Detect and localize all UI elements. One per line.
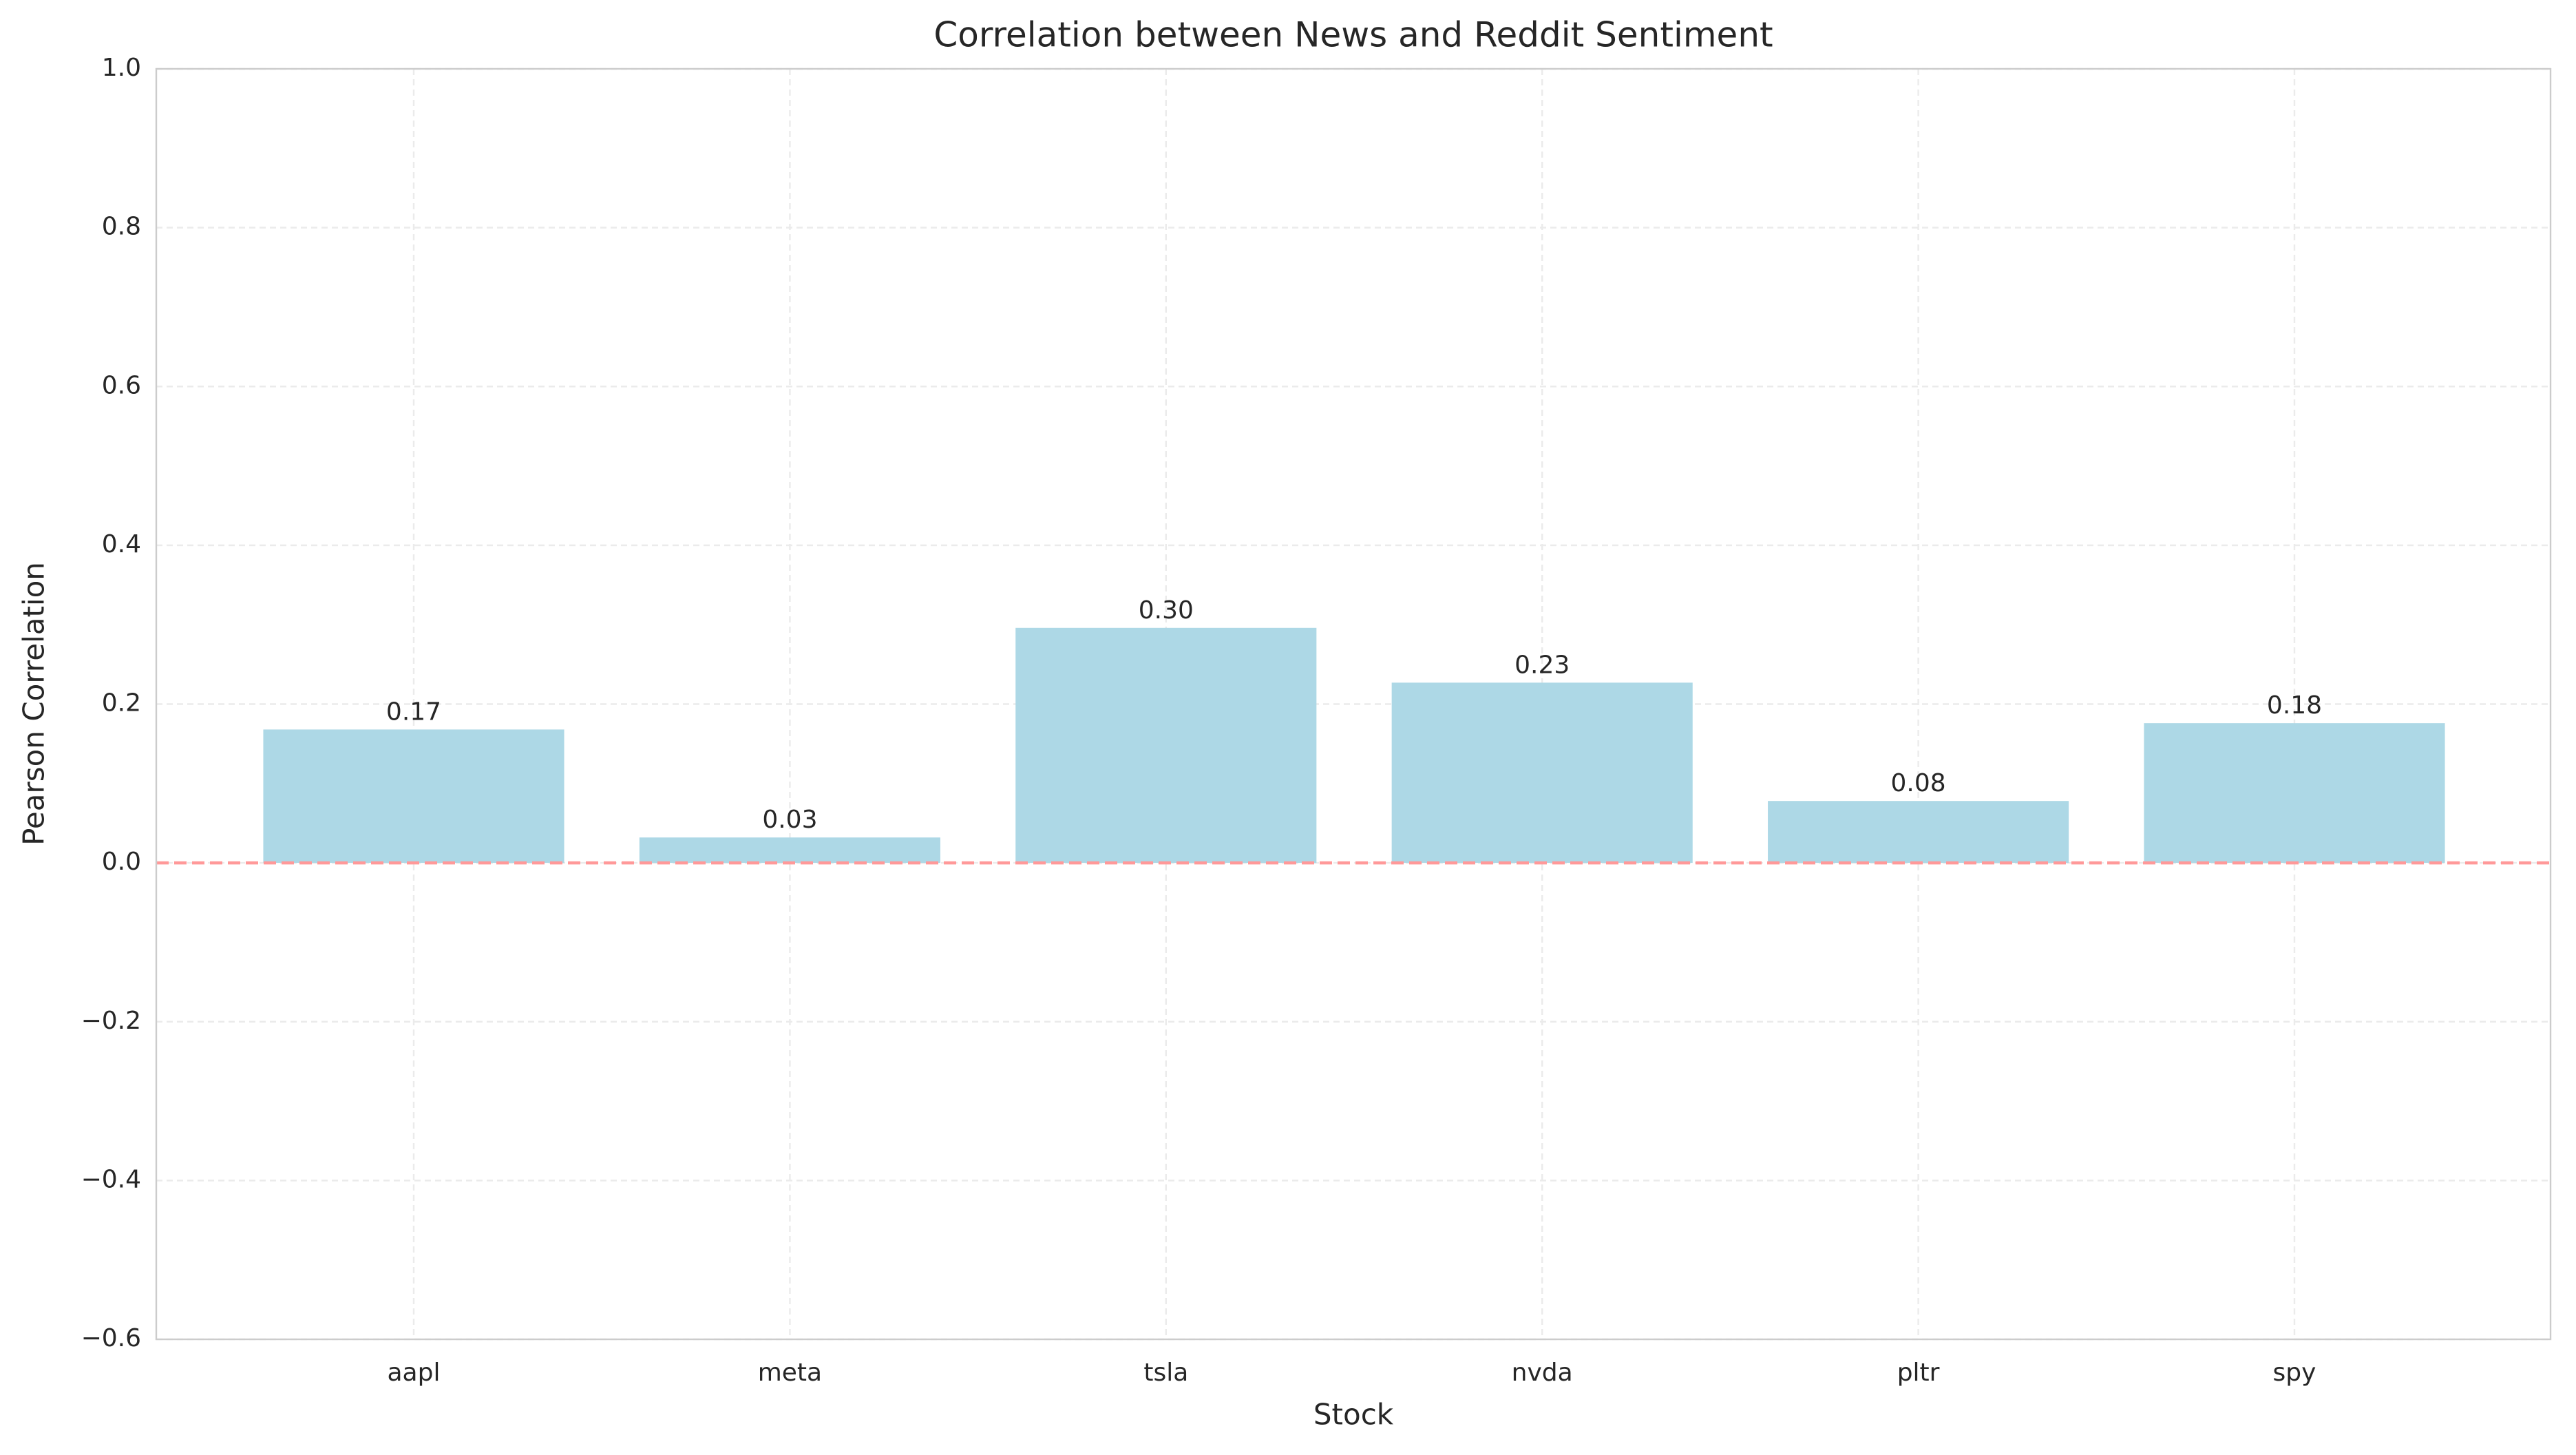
value-label: 0.30 [1139,596,1194,625]
value-label: 0.17 [386,698,441,726]
y-tick-label: 0.8 [102,213,141,241]
y-tick-label: −0.6 [81,1324,141,1352]
x-tick-label: spy [2273,1359,2316,1387]
chart-title: Correlation between News and Reddit Sent… [933,15,1773,55]
y-tick-label: 0.0 [102,848,141,876]
value-label: 0.08 [1891,769,1946,797]
plot-frame [155,67,2552,1341]
bar [263,729,564,863]
bar [1391,682,1693,863]
x-tick-label: tsla [1143,1359,1188,1387]
x-tick-label: nvda [1512,1359,1573,1387]
y-tick-label: 0.6 [102,371,141,399]
y-tick-label: 0.4 [102,530,141,558]
bar [1015,627,1317,863]
value-label: 0.03 [762,806,817,834]
x-tick-label: aapl [388,1359,441,1387]
y-tick-label: 0.2 [102,689,141,718]
bar [639,837,940,863]
value-label: 0.18 [2267,691,2322,720]
y-axis-label: Pearson Correlation [17,562,51,846]
x-tick-label: pltr [1897,1359,1940,1387]
x-tick-label: meta [758,1359,822,1387]
x-axis-label: Stock [1313,1398,1394,1432]
y-tick-label: 1.0 [102,54,141,82]
y-tick-label: −0.4 [81,1165,141,1193]
bar [2144,723,2445,863]
value-label: 0.23 [1514,651,1570,679]
bar [1768,801,2069,863]
y-tick-label: −0.2 [81,1007,141,1035]
